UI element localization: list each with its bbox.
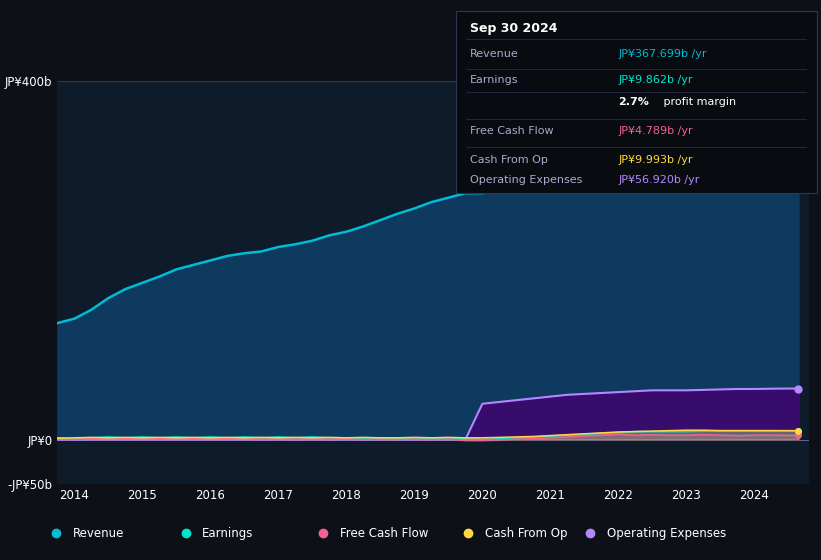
Text: Operating Expenses: Operating Expenses bbox=[470, 175, 582, 185]
Text: Cash From Op: Cash From Op bbox=[485, 527, 567, 540]
Text: JP¥4.789b /yr: JP¥4.789b /yr bbox=[618, 127, 693, 136]
Text: JP¥9.993b /yr: JP¥9.993b /yr bbox=[618, 155, 693, 165]
Text: Sep 30 2024: Sep 30 2024 bbox=[470, 22, 557, 35]
FancyBboxPatch shape bbox=[456, 11, 817, 193]
Text: Revenue: Revenue bbox=[72, 527, 124, 540]
Text: Free Cash Flow: Free Cash Flow bbox=[340, 527, 429, 540]
Text: JP¥56.920b /yr: JP¥56.920b /yr bbox=[618, 175, 699, 185]
Text: Cash From Op: Cash From Op bbox=[470, 155, 548, 165]
Text: Revenue: Revenue bbox=[470, 49, 519, 59]
Text: JP¥367.699b /yr: JP¥367.699b /yr bbox=[618, 49, 707, 59]
Text: Earnings: Earnings bbox=[470, 76, 519, 85]
Text: 2.7%: 2.7% bbox=[618, 97, 649, 107]
Text: Operating Expenses: Operating Expenses bbox=[607, 527, 727, 540]
Text: Earnings: Earnings bbox=[202, 527, 254, 540]
Text: profit margin: profit margin bbox=[660, 97, 736, 107]
Text: JP¥9.862b /yr: JP¥9.862b /yr bbox=[618, 76, 693, 85]
Text: Free Cash Flow: Free Cash Flow bbox=[470, 127, 553, 136]
